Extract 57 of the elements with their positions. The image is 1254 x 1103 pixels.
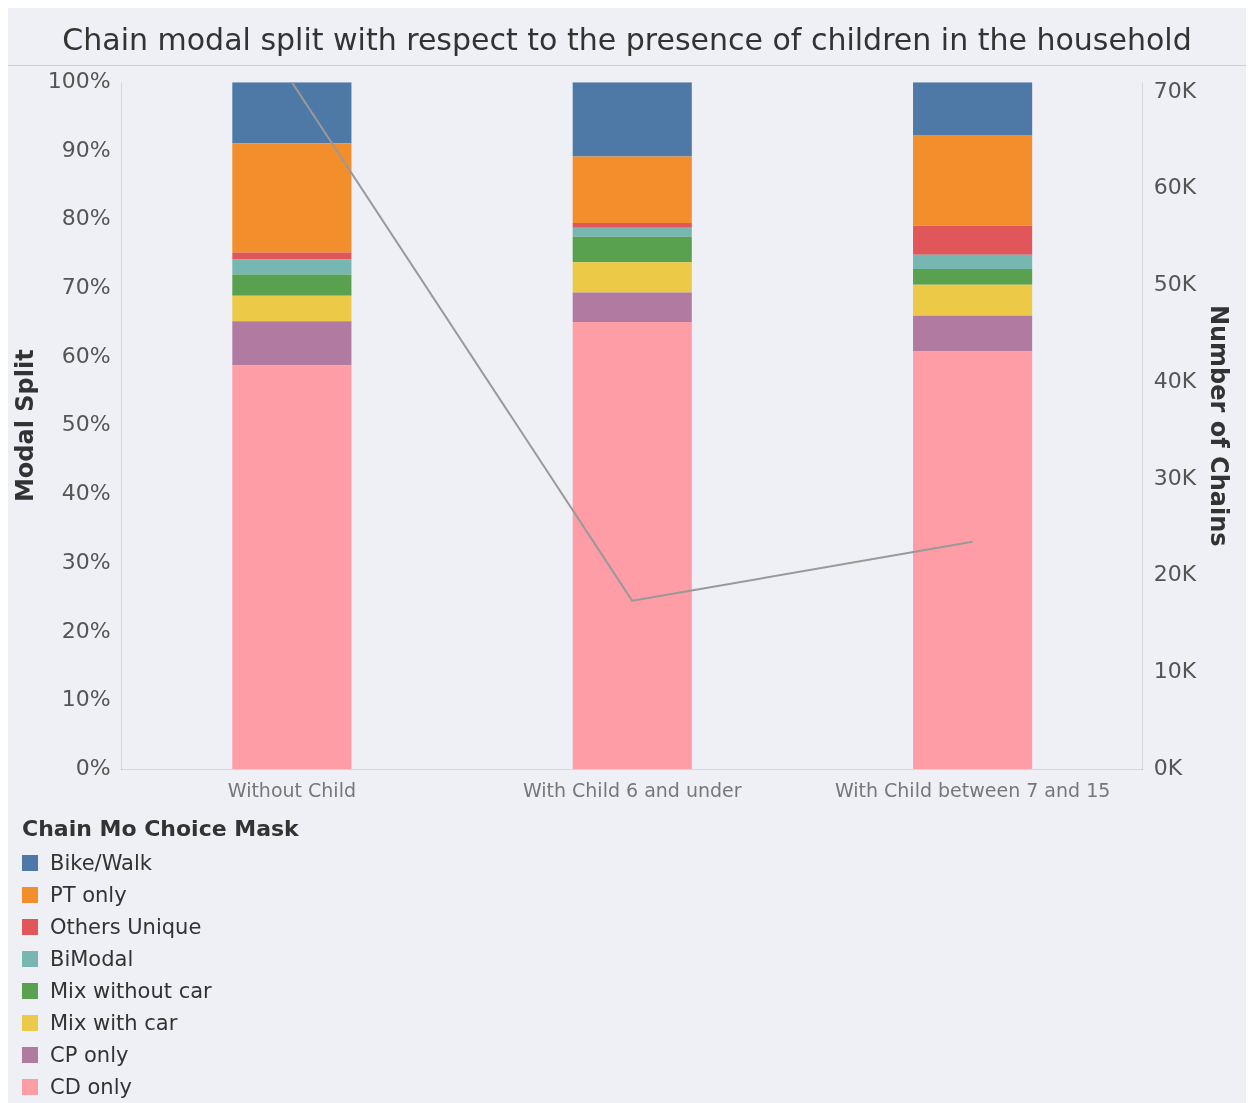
bar bbox=[232, 82, 352, 144]
y-tick-label: 90% bbox=[61, 136, 111, 162]
legend-label: BiModal bbox=[50, 947, 134, 971]
bar bbox=[232, 274, 352, 296]
y2-tick-label: 50K bbox=[1153, 271, 1197, 297]
bar bbox=[913, 135, 1033, 226]
legend-label: CP only bbox=[50, 1043, 129, 1067]
y-tick-label: 30% bbox=[61, 548, 111, 574]
bar bbox=[572, 262, 692, 293]
y2-tick-label: 70K bbox=[1153, 77, 1197, 103]
bar bbox=[913, 351, 1033, 770]
y-tick-label: 50% bbox=[61, 411, 111, 437]
bar bbox=[913, 284, 1033, 316]
legend-title: Chain Mo Choice Mask bbox=[22, 816, 300, 841]
y-tick-label: 0% bbox=[75, 754, 111, 780]
bar bbox=[232, 365, 352, 770]
y-tick-label: 80% bbox=[61, 205, 111, 231]
chart-title: Chain modal split with respect to the presence of children in the household bbox=[8, 8, 1246, 66]
y-tick-label: 20% bbox=[61, 617, 111, 643]
bar bbox=[572, 236, 692, 263]
y-tick-label: 60% bbox=[61, 342, 111, 368]
y2-axis-title: Number of Chains bbox=[1205, 304, 1234, 547]
legend-label: CD only bbox=[50, 1075, 132, 1099]
y2-tick-label: 60K bbox=[1153, 174, 1197, 200]
legend-label: Others Unique bbox=[50, 915, 202, 939]
bar bbox=[232, 295, 352, 322]
bar bbox=[913, 82, 1033, 136]
bar bbox=[572, 292, 692, 322]
x-tick-label: With Child between 7 and 15 bbox=[834, 778, 1111, 801]
y-tick-label: 10% bbox=[61, 686, 111, 712]
bar bbox=[913, 254, 1033, 270]
bar bbox=[232, 143, 352, 253]
bar bbox=[913, 269, 1033, 285]
y2-tick-label: 30K bbox=[1153, 464, 1197, 490]
legend-label: Mix with car bbox=[50, 1011, 178, 1035]
y-tick-label: 100% bbox=[47, 67, 111, 93]
y-tick-label: 40% bbox=[61, 480, 111, 506]
y2-tick-label: 20K bbox=[1153, 561, 1197, 587]
y2-tick-label: 40K bbox=[1153, 367, 1197, 393]
legend-label: PT only bbox=[50, 883, 127, 907]
bar bbox=[232, 259, 352, 275]
y-axis-title: Modal Split bbox=[10, 349, 39, 503]
bar bbox=[572, 227, 692, 237]
x-tick-label: With Child 6 and under bbox=[522, 778, 742, 801]
bar bbox=[913, 225, 1033, 255]
bar bbox=[572, 321, 692, 770]
x-tick-label: Without Child bbox=[227, 778, 356, 801]
bar bbox=[572, 223, 692, 228]
bar bbox=[232, 321, 352, 366]
legend-label: Bike/Walk bbox=[50, 851, 152, 875]
bar bbox=[572, 82, 692, 157]
bar bbox=[913, 315, 1033, 352]
y-tick-label: 70% bbox=[61, 274, 111, 300]
legend-label: Mix without car bbox=[50, 979, 212, 1003]
y2-tick-label: 0K bbox=[1153, 754, 1183, 780]
y2-tick-label: 10K bbox=[1153, 658, 1197, 684]
bar bbox=[572, 156, 692, 224]
